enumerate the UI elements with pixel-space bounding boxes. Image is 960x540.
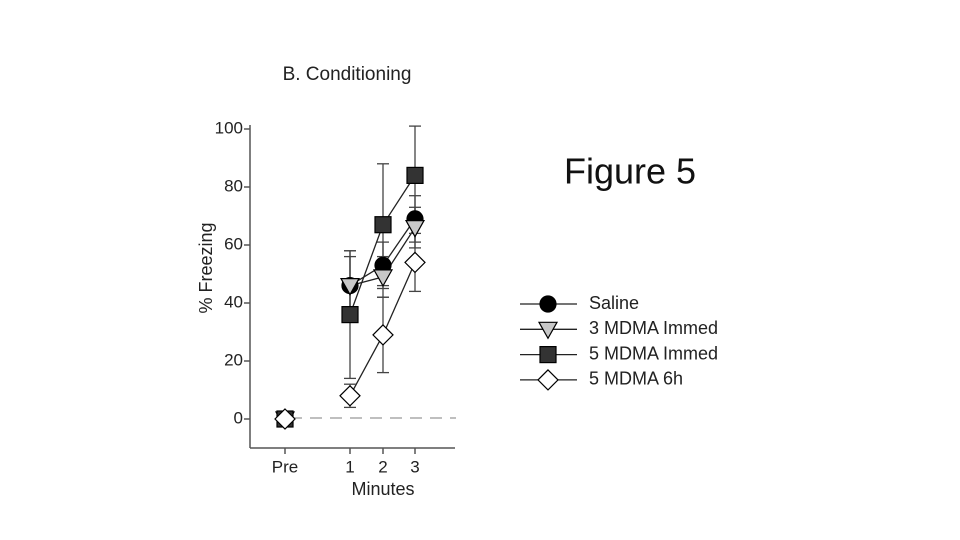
slide-title: Figure 5 [564, 151, 696, 192]
data-point [374, 216, 392, 234]
legend-label: Saline [589, 293, 639, 313]
x-axis-label: Minutes [351, 479, 414, 499]
y-tick-label: 80 [224, 176, 243, 195]
x-tick-label: Pre [272, 457, 298, 476]
data-point [404, 251, 426, 274]
data-point [372, 269, 394, 288]
x-tick-label: 2 [378, 457, 387, 476]
y-axis-label: % Freezing [196, 222, 216, 313]
data-point [341, 306, 359, 324]
legend-marker [537, 369, 559, 391]
series-line [349, 224, 384, 315]
legend-label: 5 MDMA 6h [589, 369, 683, 389]
x-tick-label: 3 [410, 457, 419, 476]
legend-marker [537, 321, 559, 340]
series-line [382, 262, 416, 336]
legend-marker [539, 346, 557, 364]
data-point [372, 324, 394, 346]
legend-marker [539, 295, 557, 313]
data-point [339, 278, 361, 296]
series-line [349, 334, 384, 397]
y-tick-label: 0 [234, 408, 243, 427]
data-point [274, 408, 296, 430]
x-tick-label: 1 [345, 457, 354, 476]
data-point [406, 166, 424, 184]
y-tick-label: 40 [224, 292, 243, 311]
data-point [339, 384, 361, 407]
y-tick-label: 60 [224, 234, 243, 253]
y-tick-label: 20 [224, 350, 243, 369]
y-tick-label: 100 [215, 118, 243, 137]
chart-title: B. Conditioning [283, 64, 412, 85]
legend-label: 3 MDMA Immed [589, 318, 718, 338]
legend-label: 5 MDMA Immed [589, 343, 718, 363]
data-point [404, 220, 426, 238]
